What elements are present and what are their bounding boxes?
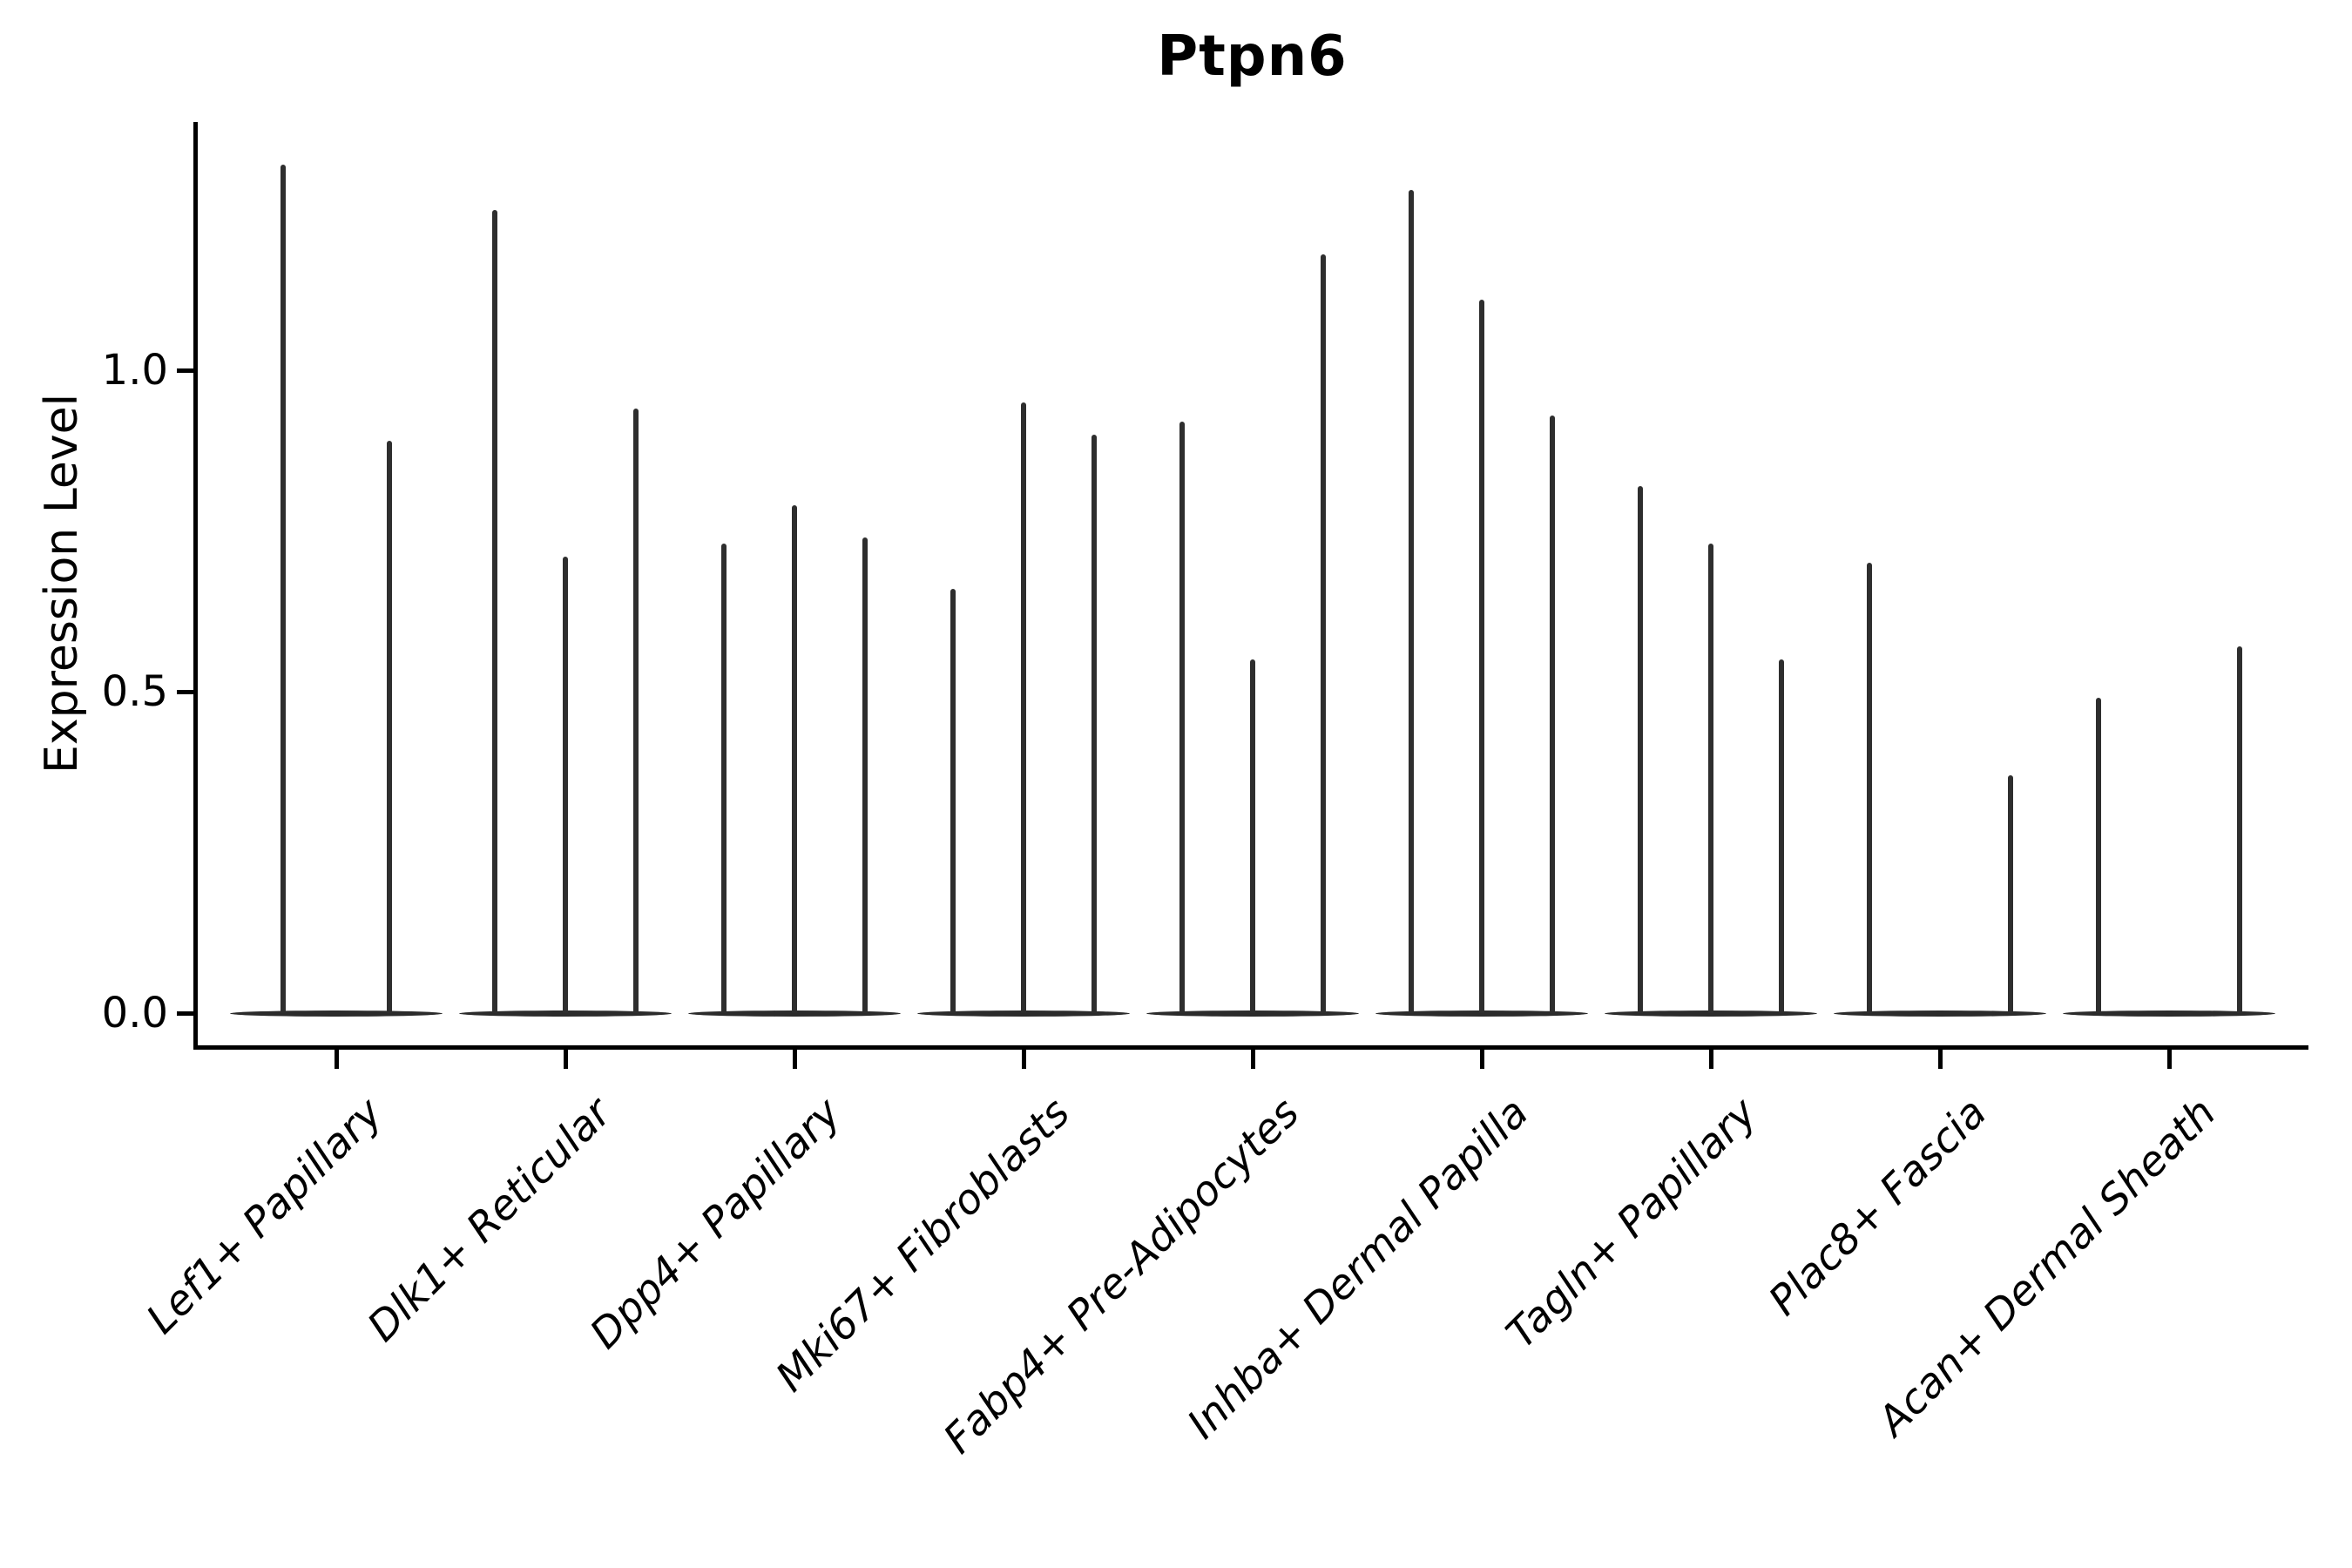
plot-title: Ptpn6	[1157, 24, 1348, 89]
violin-baseline-body	[1146, 1010, 1359, 1017]
x-axis-spine	[193, 1045, 2308, 1050]
violin-spike	[1092, 434, 1098, 1013]
x-axis-tick	[1938, 1050, 1943, 1069]
violin-spike	[563, 557, 568, 1013]
x-axis-category-label: Lef1+ Papillary	[137, 1089, 392, 1344]
violin-spike	[1479, 299, 1484, 1013]
violin-spike	[1179, 422, 1185, 1013]
violin-spike	[2008, 774, 2014, 1013]
y-axis-tick-label: 0.5	[101, 667, 168, 716]
violin-spike	[280, 164, 286, 1013]
y-axis-tick-label: 1.0	[101, 346, 168, 395]
violin-spike	[1408, 190, 1414, 1013]
y-axis-tick	[177, 690, 196, 694]
violin-baseline-body	[1834, 1010, 2046, 1017]
x-axis-tick	[1480, 1050, 1484, 1069]
violin-spike	[633, 409, 639, 1013]
x-axis-tick	[1251, 1050, 1255, 1069]
violin-spike	[1637, 485, 1643, 1013]
x-axis-category-label: Plac8+ Fascia	[1759, 1089, 1996, 1326]
violin-spike	[1779, 659, 1785, 1013]
violin-baseline-body	[1375, 1010, 1588, 1017]
violin-spike	[2237, 646, 2243, 1013]
violin-spike	[720, 544, 727, 1013]
x-axis-category-label: Tagln+ Papillary	[1497, 1089, 1767, 1358]
violin-baseline-body	[917, 1010, 1130, 1017]
violin-baseline-body	[230, 1010, 443, 1017]
violin-spike	[1866, 563, 1872, 1013]
violin-spike	[491, 209, 497, 1013]
violin-spike	[1708, 544, 1713, 1013]
y-axis-tick	[177, 1011, 196, 1016]
x-axis-tick	[1709, 1050, 1713, 1069]
y-axis-label: Expression Level	[36, 393, 88, 774]
violin-spike	[2095, 698, 2101, 1013]
violin-spike	[792, 504, 797, 1013]
x-axis-tick	[1022, 1050, 1026, 1069]
violin-spike	[387, 441, 392, 1013]
x-axis-tick	[335, 1050, 339, 1069]
violin-spike	[1550, 415, 1556, 1013]
y-axis-spine	[193, 122, 198, 1050]
violin-baseline-body	[688, 1010, 901, 1017]
violin-spike	[1321, 254, 1327, 1013]
y-axis-tick-label: 0.0	[101, 989, 168, 1037]
violin-baseline-body	[1605, 1010, 1817, 1017]
violin-spike	[862, 537, 868, 1013]
violin-spike	[950, 588, 956, 1013]
violin-baseline-body	[2063, 1010, 2275, 1017]
x-axis-category-label: Dlk1+ Reticular	[358, 1089, 621, 1351]
violin-spike	[1021, 402, 1026, 1013]
x-axis-tick	[2167, 1050, 2172, 1069]
x-axis-tick	[793, 1050, 797, 1069]
x-axis-category-label: Dpp4+ Papillary	[580, 1089, 850, 1359]
x-axis-tick	[564, 1050, 568, 1069]
y-axis-tick	[177, 368, 196, 373]
violin-spike	[1250, 659, 1255, 1013]
violin-baseline-body	[459, 1010, 672, 1017]
